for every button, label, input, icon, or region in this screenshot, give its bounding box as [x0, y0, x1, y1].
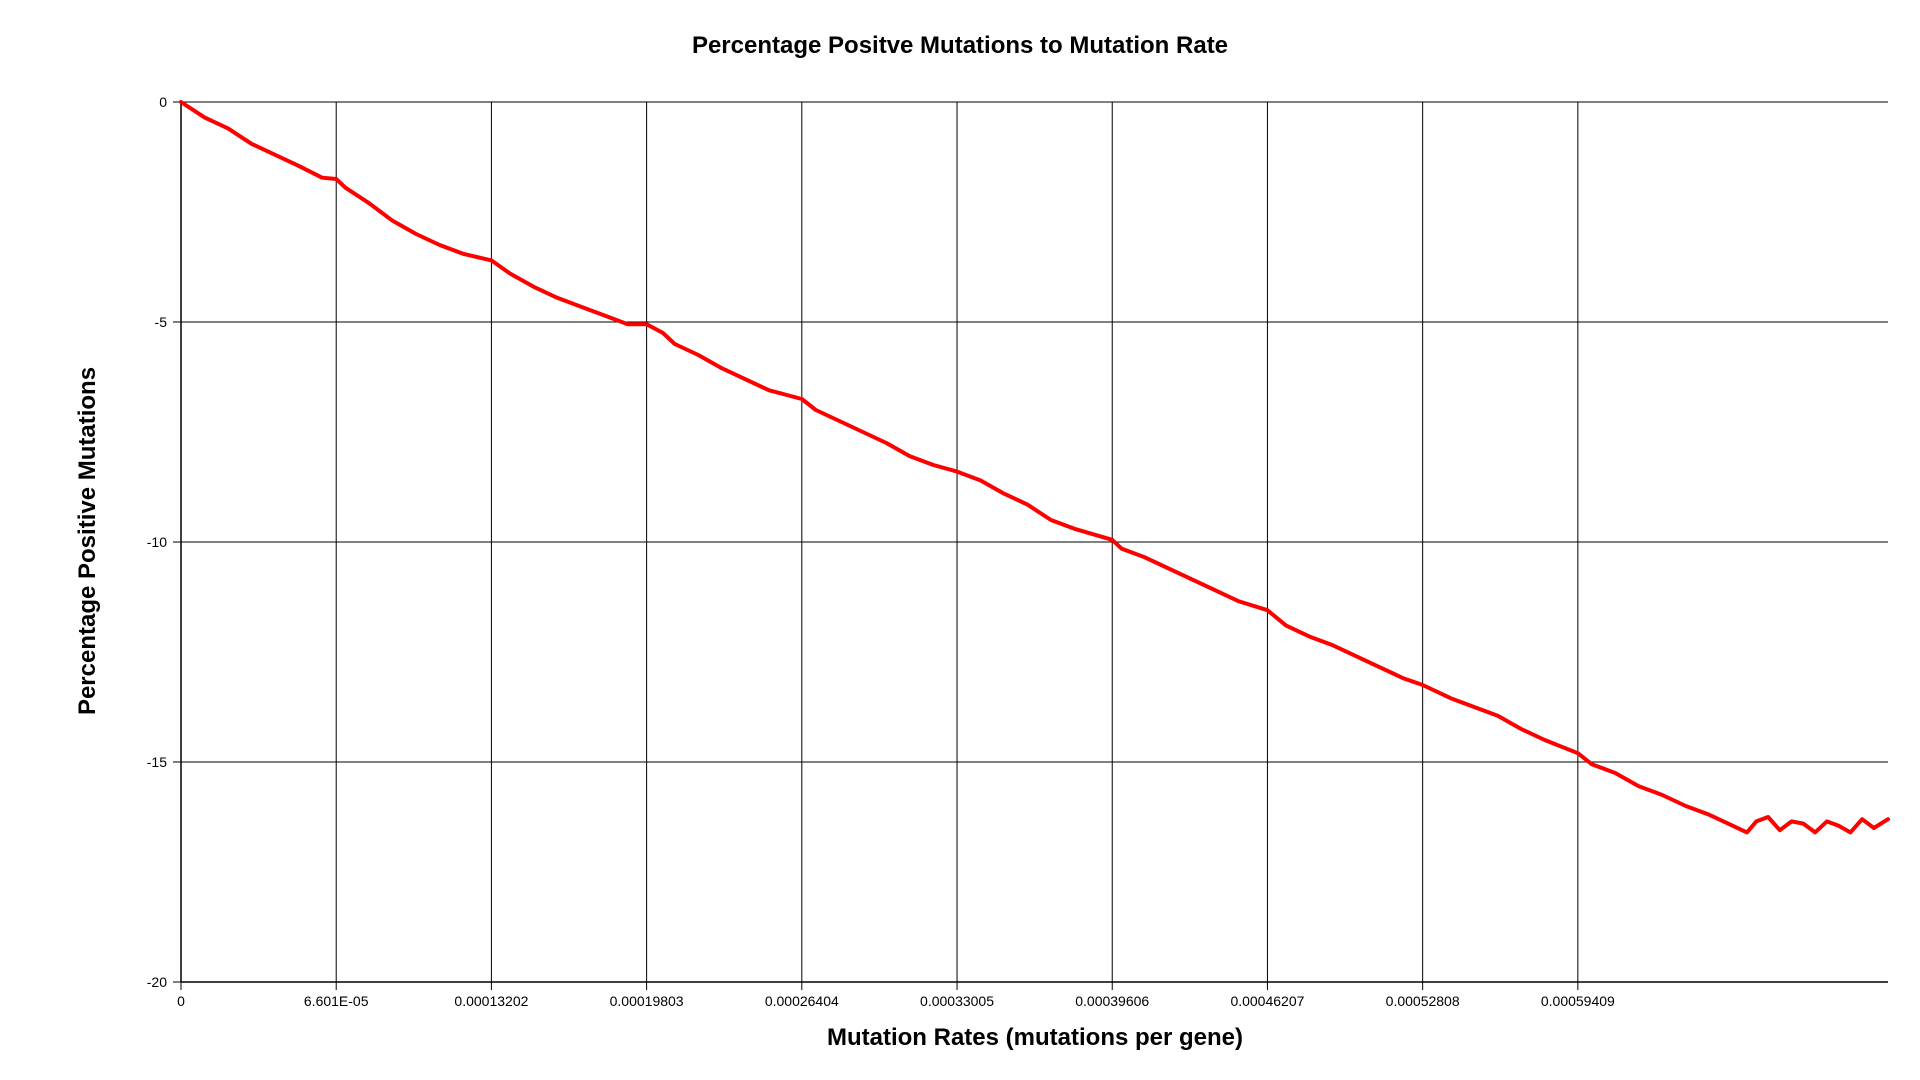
x-tick-label: 0.00046207 — [1230, 993, 1304, 1009]
tick-labels: 0 -5 -10 -15 -20 0 6.601E-05 0.00013202 0.000198… — [147, 94, 1615, 1009]
y-tick-label: -5 — [155, 314, 168, 330]
y-axis-label: Percentage Positive Mutations — [74, 367, 101, 715]
x-tick-label: 0 — [177, 993, 185, 1009]
y-tick-label: -15 — [147, 754, 167, 770]
x-tick-label: 0.00013202 — [454, 993, 528, 1009]
axis-layer — [180, 102, 1888, 983]
grid-layer — [173, 101, 1888, 990]
x-tick-label: 0.00026404 — [765, 993, 839, 1009]
y-tick-label: -10 — [147, 534, 167, 550]
chart-title: Percentage Positve Mutations to Mutation… — [692, 32, 1228, 59]
x-tick-label: 0.00059409 — [1541, 993, 1615, 1009]
x-tick-label: 0.00019803 — [610, 993, 684, 1009]
y-tick-label: 0 — [159, 94, 167, 110]
x-tick-label: 6.601E-05 — [304, 993, 369, 1009]
x-axis-label: Mutation Rates (mutations per gene) — [827, 1024, 1243, 1051]
x-tick-label: 0.00052808 — [1386, 993, 1460, 1009]
series-layer — [179, 100, 1890, 835]
x-tick-label: 0.00039606 — [1075, 993, 1149, 1009]
x-tick-label: 0.00033005 — [920, 993, 994, 1009]
y-tick-label: -20 — [147, 974, 167, 990]
series-line — [179, 100, 1890, 835]
